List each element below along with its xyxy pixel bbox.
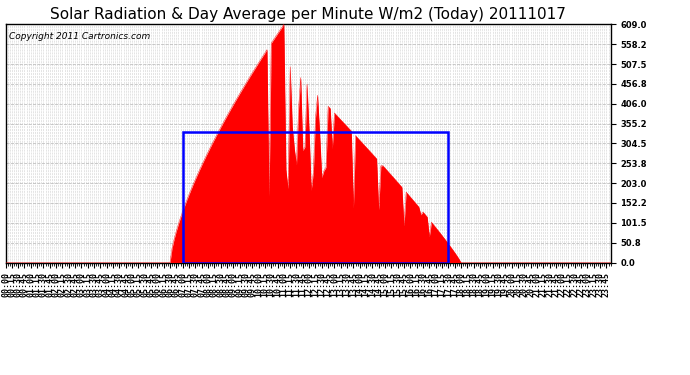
- Bar: [183, 132, 449, 262]
- Title: Solar Radiation & Day Average per Minute W/m2 (Today) 20111017: Solar Radiation & Day Average per Minute…: [50, 7, 566, 22]
- Text: Copyright 2011 Cartronics.com: Copyright 2011 Cartronics.com: [8, 32, 150, 40]
